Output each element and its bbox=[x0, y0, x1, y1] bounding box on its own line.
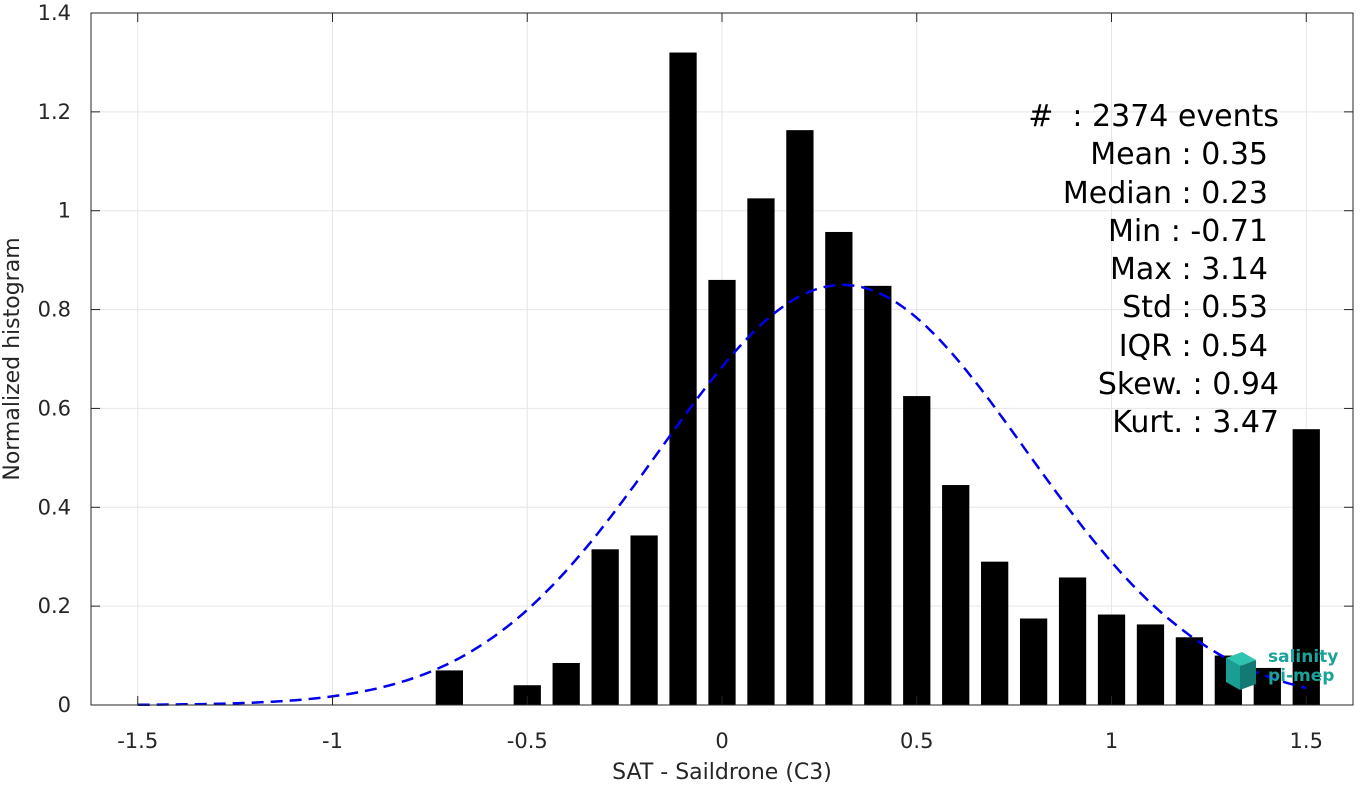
histogram-bar bbox=[942, 485, 970, 705]
histogram-bar bbox=[669, 52, 697, 706]
cube-logo-icon bbox=[1226, 652, 1256, 690]
histogram-bar bbox=[513, 685, 541, 705]
histogram-bar bbox=[1097, 614, 1126, 705]
grid bbox=[91, 12, 1353, 706]
y-tick-label: 1 bbox=[58, 199, 71, 223]
histogram-bar bbox=[903, 396, 931, 705]
histogram-bar bbox=[1136, 624, 1165, 705]
stat-skew: Skew. : 0.94 bbox=[1097, 367, 1279, 403]
y-tick-label: 0.4 bbox=[38, 495, 71, 519]
y-tick-label: 0.2 bbox=[38, 594, 71, 618]
histogram-bar bbox=[435, 670, 463, 705]
x-tick-label: -1.5 bbox=[117, 729, 158, 753]
histogram-bar bbox=[747, 198, 775, 705]
stat-std: Std : 0.53 bbox=[1122, 290, 1268, 326]
y-axis-label: Normalized histogram bbox=[0, 237, 25, 480]
histogram-bar bbox=[1292, 429, 1320, 705]
histogram-bar bbox=[591, 549, 619, 705]
stat-min: Min : -0.71 bbox=[1107, 213, 1268, 249]
stat-iqr: IQR : 0.54 bbox=[1118, 328, 1268, 364]
x-tick-label: 0.5 bbox=[900, 729, 933, 753]
x-axis-label: SAT - Saildrone (C3) bbox=[612, 760, 832, 785]
histogram-bars bbox=[435, 52, 1320, 706]
histogram-bar bbox=[825, 231, 853, 705]
x-tick-label: 1 bbox=[1105, 729, 1118, 753]
histogram-bar bbox=[1019, 618, 1048, 705]
histogram-bar bbox=[1058, 577, 1087, 705]
stat-max: Max : 3.14 bbox=[1110, 252, 1268, 288]
histogram-bar bbox=[1253, 667, 1281, 705]
histogram-bar bbox=[1175, 637, 1204, 705]
y-tick-label: 0.6 bbox=[38, 396, 71, 420]
x-tick-label: 1.5 bbox=[1290, 729, 1323, 753]
logo-line-1: salinity bbox=[1268, 647, 1339, 667]
y-tick-label: 1.2 bbox=[38, 100, 71, 124]
axis-ticks: -1.5 -1 -0.5 0 0.5 1 1.5 0 0.2 0.4 0.6 0.8 1 1.2 1.4 bbox=[38, 1, 1353, 753]
logo-line-2: pi-mep bbox=[1268, 666, 1335, 686]
y-tick-label: 0.8 bbox=[38, 298, 71, 322]
histogram-bar bbox=[552, 662, 580, 705]
stat-median: Median : 0.23 bbox=[1062, 175, 1268, 211]
stat-count: # : 2374 events bbox=[1028, 99, 1279, 134]
x-tick-label: 0 bbox=[715, 729, 728, 753]
histogram-bar bbox=[708, 279, 736, 705]
statistics-box: # : 2374 events Mean : 0.35 Median : 0.2… bbox=[1028, 98, 1279, 443]
y-tick-label: 0 bbox=[58, 693, 71, 717]
stat-mean: Mean : 0.35 bbox=[1090, 137, 1268, 173]
x-tick-label: -0.5 bbox=[507, 729, 548, 753]
histogram-bar bbox=[981, 561, 1009, 705]
x-tick-label: -1 bbox=[322, 729, 343, 753]
salinity-pimep-logo: salinity pi-mep bbox=[1222, 648, 1346, 694]
y-tick-label: 1.4 bbox=[38, 1, 71, 25]
histogram-bar bbox=[864, 285, 892, 705]
logo-text: salinity pi-mep bbox=[1268, 648, 1338, 686]
stat-kurt: Kurt. : 3.47 bbox=[1112, 405, 1279, 441]
histogram-bar bbox=[630, 535, 658, 705]
histogram-bar bbox=[786, 130, 814, 705]
